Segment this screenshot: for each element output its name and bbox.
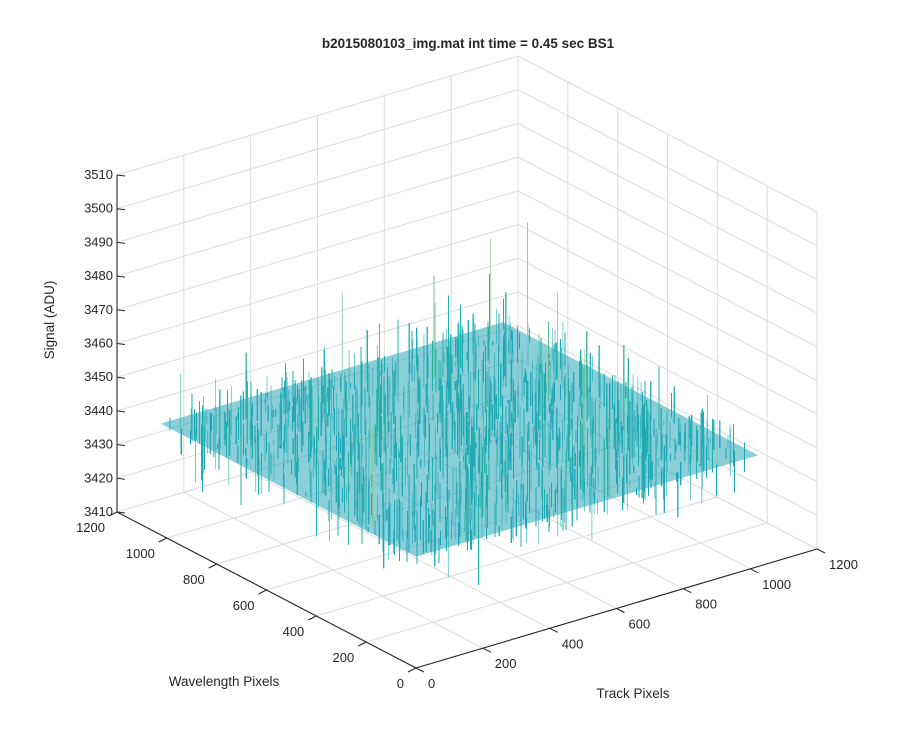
wall-grid-line bbox=[517, 89, 818, 247]
wall-grid-line bbox=[116, 257, 519, 378]
wall-grid-line bbox=[517, 224, 818, 381]
floor-grid-line bbox=[366, 522, 768, 643]
floor-grid-line bbox=[316, 496, 718, 617]
wall-grid-line bbox=[116, 190, 519, 311]
wall-grid-line bbox=[116, 55, 519, 176]
wall-grid-line bbox=[517, 190, 818, 348]
surface-plot bbox=[160, 222, 759, 585]
wall-grid-line bbox=[517, 122, 818, 280]
wall-grid-line bbox=[517, 291, 818, 449]
wall-grid-line bbox=[517, 55, 818, 213]
wall-grid-line bbox=[517, 257, 818, 415]
wall-grid-line bbox=[116, 291, 519, 412]
wall-grid-line bbox=[116, 122, 519, 243]
wall-grid-line bbox=[517, 325, 818, 483]
wall-grid-line bbox=[116, 156, 519, 277]
wall-grid-line bbox=[116, 89, 519, 210]
wall-grid-line bbox=[116, 224, 519, 344]
wall-grid-line bbox=[517, 156, 818, 314]
